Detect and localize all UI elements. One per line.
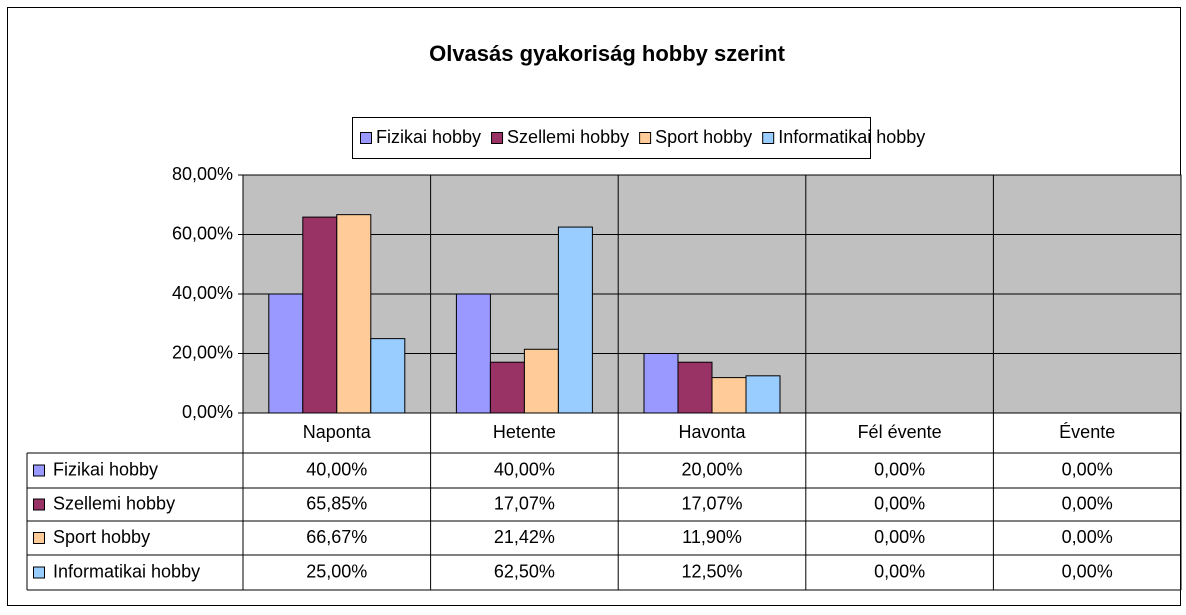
bar <box>268 293 304 414</box>
bar <box>557 226 593 414</box>
chart-title: Olvasás gyakoriság hobby szerint <box>429 41 785 66</box>
legend-key <box>360 132 372 144</box>
y-tick-label: 40,00% <box>172 283 233 303</box>
bar <box>370 338 406 414</box>
bar <box>643 353 679 414</box>
legend-label: Szellemi hobby <box>507 127 629 147</box>
bar <box>523 348 559 414</box>
table-cell: 0,00% <box>1062 561 1113 581</box>
table-row-label: Sport hobby <box>53 527 150 547</box>
table-cell: 40,00% <box>494 459 555 479</box>
bar <box>455 293 491 414</box>
y-tick-label: 60,00% <box>172 223 233 243</box>
table-cell: 0,00% <box>874 493 925 513</box>
legend-label: Fizikai hobby <box>376 127 481 147</box>
y-tick-label: 80,00% <box>172 164 233 184</box>
category-label: Havonta <box>678 422 746 442</box>
bar <box>745 375 781 414</box>
legend-key <box>639 132 652 144</box>
table-cell: 0,00% <box>1062 527 1113 547</box>
table-cell: 62,50% <box>494 561 555 581</box>
table-cell: 17,07% <box>681 493 742 513</box>
table-legend-key <box>33 464 45 477</box>
table-cell: 12,50% <box>681 561 742 581</box>
table-legend-key <box>33 532 45 544</box>
bar <box>302 216 338 414</box>
table-cell: 66,67% <box>306 527 367 547</box>
table-cell: 65,85% <box>306 493 367 513</box>
category-label: Hetente <box>493 422 556 442</box>
table-cell: 20,00% <box>681 459 742 479</box>
table-cell: 0,00% <box>874 459 925 479</box>
table-cell: 40,00% <box>306 459 367 479</box>
table-cell: 0,00% <box>874 527 925 547</box>
table-legend-key <box>33 566 45 579</box>
table-cell: 11,90% <box>682 527 742 547</box>
legend-key <box>491 132 504 144</box>
y-tick-label: 20,00% <box>172 342 233 362</box>
category-label: Naponta <box>303 422 372 442</box>
category-label: Fél évente <box>858 422 942 442</box>
y-tick-label: 0,00% <box>182 402 233 422</box>
table-cell: 21,42% <box>494 527 555 547</box>
bar <box>677 361 713 414</box>
table-row-label: Informatikai hobby <box>53 561 200 581</box>
legend-key <box>762 132 775 144</box>
table-row-label: Szellemi hobby <box>53 493 175 513</box>
table-legend-key <box>33 498 45 511</box>
legend-box <box>352 117 871 159</box>
table-cell: 0,00% <box>874 561 925 581</box>
table-row-label: Fizikai hobby <box>53 459 158 479</box>
table-cell: 25,00% <box>306 561 367 581</box>
legend-label: Informatikai hobby <box>778 127 925 147</box>
bar <box>489 361 525 414</box>
table-cell: 0,00% <box>1062 493 1113 513</box>
table-cell: 17,07% <box>494 493 555 513</box>
bar <box>711 377 747 414</box>
legend-label: Sport hobby <box>655 127 752 147</box>
bar <box>336 214 372 414</box>
category-label: Évente <box>1059 422 1115 442</box>
table-cell: 0,00% <box>1062 459 1113 479</box>
